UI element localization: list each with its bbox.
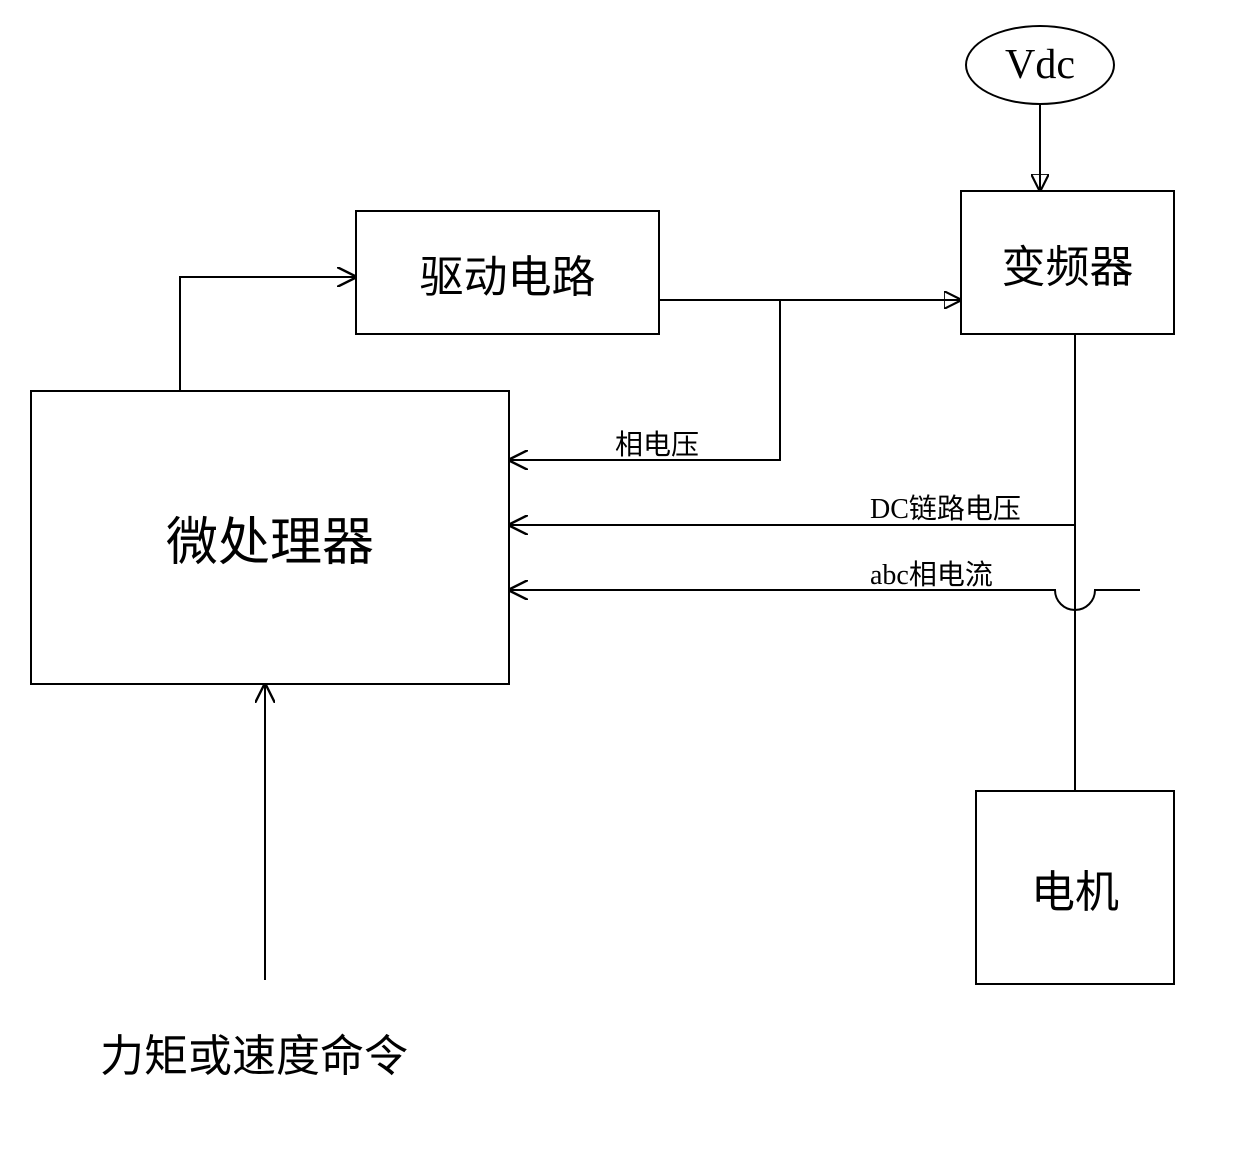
edge-abc-current — [510, 590, 1140, 610]
inverter-node: 变频器 — [960, 190, 1175, 335]
motor-node: 电机 — [975, 790, 1175, 985]
inverter-label: 变频器 — [1002, 231, 1134, 295]
motor-label: 电机 — [1031, 856, 1119, 920]
edge-micro-to-driver — [180, 277, 355, 390]
driver-label: 驱动电路 — [420, 241, 596, 305]
micro-label: 微处理器 — [166, 500, 374, 575]
microprocessor-node: 微处理器 — [30, 390, 510, 685]
phase-voltage-label: 相电压 — [615, 423, 699, 463]
abc-phase-current-label: abc相电流 — [870, 553, 993, 593]
block-diagram: Vdc 驱动电路 变频器 微处理器 电机 相电压 DC链路电压 abc相电流 力… — [0, 0, 1240, 1152]
driver-circuit-node: 驱动电路 — [355, 210, 660, 335]
dc-link-voltage-label: DC链路电压 — [870, 487, 1021, 527]
vdc-node: Vdc — [965, 25, 1115, 105]
vdc-label: Vdc — [1005, 41, 1075, 89]
torque-speed-command-label: 力矩或速度命令 — [100, 1020, 408, 1084]
